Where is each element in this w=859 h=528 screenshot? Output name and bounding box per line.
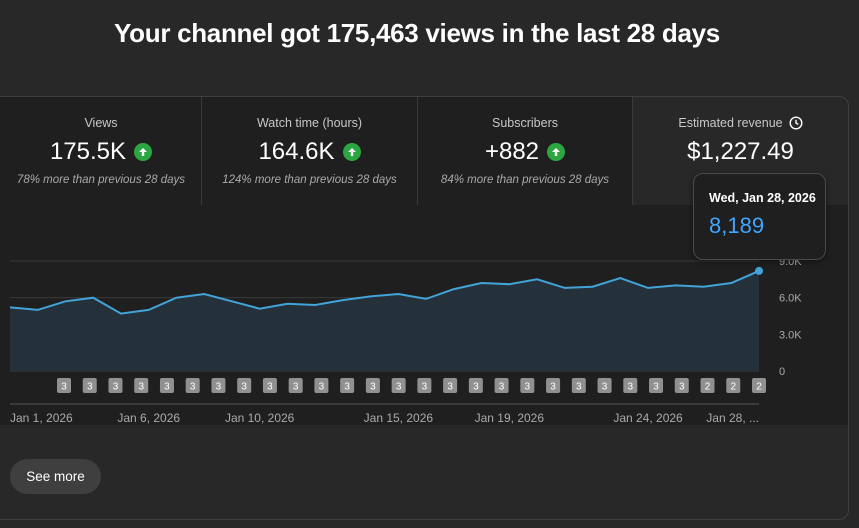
y-tick-label: 0 xyxy=(779,366,785,378)
svg-text:3: 3 xyxy=(267,382,273,393)
svg-text:3: 3 xyxy=(138,382,144,393)
svg-text:3: 3 xyxy=(216,382,222,393)
svg-text:3: 3 xyxy=(473,382,479,393)
svg-text:3: 3 xyxy=(113,382,119,393)
svg-text:3: 3 xyxy=(525,382,531,393)
upload-marker[interactable]: 3 xyxy=(417,378,432,393)
svg-text:3: 3 xyxy=(679,382,685,393)
upload-marker[interactable]: 3 xyxy=(340,378,355,393)
svg-text:3: 3 xyxy=(499,382,505,393)
upload-marker[interactable]: 3 xyxy=(443,378,458,393)
svg-text:2: 2 xyxy=(756,382,762,393)
upload-marker[interactable]: 2 xyxy=(700,378,715,393)
svg-text:3: 3 xyxy=(293,382,299,393)
views-area xyxy=(10,270,759,371)
upload-marker[interactable]: 3 xyxy=(468,378,483,393)
svg-text:3: 3 xyxy=(370,382,376,393)
upload-marker[interactable]: 3 xyxy=(314,378,329,393)
tile-comparison: 84% more than previous 28 days xyxy=(440,174,610,186)
tile-label: Views xyxy=(84,116,118,130)
svg-text:3: 3 xyxy=(396,382,402,393)
views-line xyxy=(9,269,760,315)
tile-label: Subscribers xyxy=(492,116,558,130)
tooltip-value: 8,189 xyxy=(709,213,765,238)
tile-comparison: 124% more than previous 28 days xyxy=(222,174,397,186)
upload-marker[interactable]: 2 xyxy=(726,378,741,393)
y-tick-label: 3.0K xyxy=(779,329,802,341)
upload-marker[interactable]: 3 xyxy=(597,378,612,393)
x-tick-label: Jan 15, 2026 xyxy=(364,411,434,425)
svg-text:2: 2 xyxy=(705,382,711,393)
svg-text:2: 2 xyxy=(730,382,736,393)
arrow-up-icon xyxy=(547,143,566,161)
headline: Your channel got 175,463 views in the la… xyxy=(114,18,720,48)
upload-marker[interactable]: 3 xyxy=(211,378,226,393)
tile-label: Estimated revenue xyxy=(678,116,783,130)
upload-marker[interactable]: 3 xyxy=(134,378,149,393)
tile-value: +882 xyxy=(484,138,540,165)
upload-marker[interactable]: 3 xyxy=(159,378,174,393)
upload-marker[interactable]: 2 xyxy=(752,378,766,393)
tile-label: Watch time (hours) xyxy=(256,116,363,130)
svg-text:3: 3 xyxy=(576,382,582,393)
svg-text:3: 3 xyxy=(87,382,93,393)
upload-marker[interactable]: 3 xyxy=(237,378,252,393)
upload-marker[interactable]: 3 xyxy=(365,378,380,393)
metric-tiles: Views 175.5K 78% more than previous 28 d… xyxy=(0,97,848,205)
tile-subscribers[interactable]: Subscribers +882 84% more than previous … xyxy=(418,97,633,205)
tile-views[interactable]: Views 175.5K 78% more than previous 28 d… xyxy=(0,97,202,205)
upload-marker[interactable]: 3 xyxy=(520,378,535,393)
hover-point xyxy=(755,266,763,275)
x-tick-label: Jan 28, ... xyxy=(706,411,759,425)
svg-text:3: 3 xyxy=(447,382,453,393)
upload-marker[interactable]: 3 xyxy=(57,378,71,393)
x-tick-label: Jan 24, 2026 xyxy=(613,411,683,425)
arrow-up-icon xyxy=(342,143,361,161)
y-tick-label: 6.0K xyxy=(779,293,802,305)
svg-text:3: 3 xyxy=(164,382,170,393)
tile-revenue[interactable]: Estimated revenue $1,227.49 xyxy=(633,97,848,205)
x-tick-label: Jan 1, 2026 xyxy=(10,411,73,425)
clock-icon[interactable] xyxy=(789,116,803,130)
arrow-up-icon xyxy=(134,143,153,161)
svg-text:3: 3 xyxy=(190,382,196,393)
svg-text:3: 3 xyxy=(422,382,428,393)
upload-marker[interactable]: 3 xyxy=(571,378,586,393)
chart-tooltip: Wed, Jan 28, 2026 8,189 xyxy=(693,173,826,260)
x-tick-label: Jan 10, 2026 xyxy=(225,411,295,425)
tile-value: 175.5K xyxy=(49,138,127,165)
tile-value: 164.6K xyxy=(258,138,335,165)
svg-text:3: 3 xyxy=(61,382,67,393)
svg-text:3: 3 xyxy=(602,382,608,393)
upload-marker[interactable]: 3 xyxy=(185,378,200,393)
upload-marker[interactable]: 3 xyxy=(494,378,509,393)
upload-marker[interactable]: 3 xyxy=(674,378,689,393)
tile-comparison: 78% more than previous 28 days xyxy=(16,174,186,186)
upload-marker[interactable]: 3 xyxy=(391,378,406,393)
x-tick-label: Jan 6, 2026 xyxy=(117,411,180,425)
svg-text:3: 3 xyxy=(628,382,634,393)
svg-text:3: 3 xyxy=(319,382,325,393)
svg-text:3: 3 xyxy=(344,382,350,393)
tooltip-date: Wed, Jan 28, 2026 xyxy=(709,191,816,205)
svg-text:3: 3 xyxy=(653,382,659,393)
x-tick-label: Jan 19, 2026 xyxy=(475,411,545,425)
tile-value: $1,227.49 xyxy=(687,138,794,165)
see-more-button[interactable]: See more xyxy=(10,459,101,494)
upload-marker[interactable]: 3 xyxy=(288,378,303,393)
tile-watch-time[interactable]: Watch time (hours) 164.6K 124% more than… xyxy=(202,97,418,205)
upload-marker[interactable]: 3 xyxy=(649,378,664,393)
upload-marker[interactable]: 3 xyxy=(108,378,123,393)
upload-marker[interactable]: 3 xyxy=(82,378,97,393)
upload-marker[interactable]: 3 xyxy=(623,378,638,393)
svg-text:3: 3 xyxy=(241,382,247,393)
upload-marker[interactable]: 3 xyxy=(546,378,561,393)
svg-text:3: 3 xyxy=(550,382,556,393)
upload-marker[interactable]: 3 xyxy=(262,378,277,393)
